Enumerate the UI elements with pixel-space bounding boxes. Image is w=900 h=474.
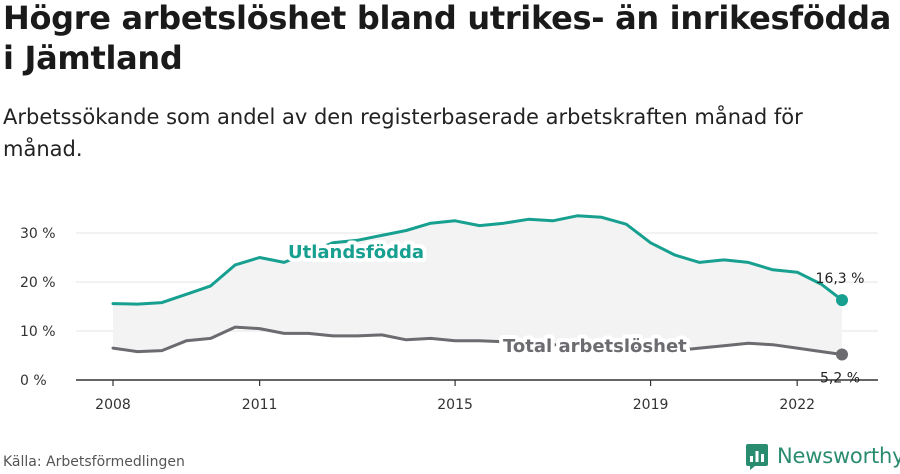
x-tick-label: 2022 — [779, 397, 815, 413]
brand-logo: Newsworthy — [745, 440, 900, 472]
chart-subtitle: Arbetssökande som andel av den registerb… — [3, 105, 803, 161]
end-value-label-total: 5,2 % — [820, 371, 860, 387]
y-tick-label: 20 % — [20, 275, 56, 291]
series-label-utlandsfodda-halo: Utlandsfödda — [288, 242, 424, 263]
chart-title: Högre arbetslöshet bland utrikes- än inr… — [3, 0, 892, 77]
series-label-total: Total arbetslöshet — [503, 336, 687, 357]
end-point-total — [836, 348, 848, 361]
x-tick-label: 2011 — [242, 397, 278, 413]
series-label-utlandsfodda: Utlandsfödda — [288, 242, 424, 263]
y-tick-label: 30 % — [20, 226, 56, 242]
brand-name: Newsworthy — [777, 444, 900, 468]
x-tick-label: 2019 — [633, 397, 669, 413]
x-tick-label: 2015 — [437, 397, 473, 413]
y-tick-label: 10 % — [20, 324, 56, 340]
end-point-utlandsfodda — [836, 294, 848, 307]
source-note: Källa: Arbetsförmedlingen — [3, 454, 185, 470]
series-line-utlandsfodda — [111, 214, 844, 306]
y-tick-label: 0 % — [20, 373, 47, 389]
x-tick-label: 2008 — [95, 397, 131, 413]
series-line-total — [111, 325, 844, 356]
gap-area — [113, 215, 842, 355]
series-label-total-halo: Total arbetslöshet — [503, 336, 687, 357]
newsworthy-logo-icon — [746, 444, 768, 470]
end-value-label-utlandsfodda: 16,3 % — [816, 271, 865, 287]
